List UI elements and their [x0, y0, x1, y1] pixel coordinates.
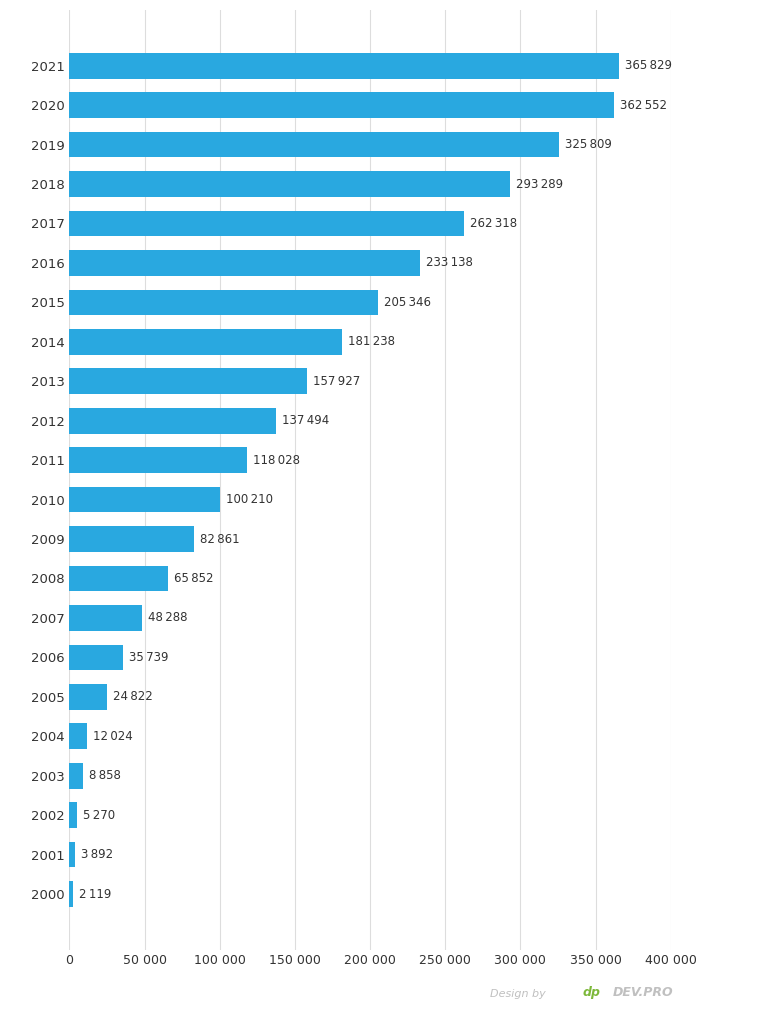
Bar — [69, 566, 168, 591]
Bar — [69, 369, 307, 394]
Text: 35 739: 35 739 — [129, 650, 169, 664]
Bar — [69, 724, 87, 749]
Text: 12 024: 12 024 — [93, 730, 133, 742]
Text: 325 809: 325 809 — [565, 138, 612, 151]
Bar — [69, 605, 142, 631]
Bar — [69, 132, 559, 157]
Bar — [69, 763, 82, 788]
Text: dp: dp — [582, 985, 600, 999]
Bar — [69, 881, 72, 907]
Bar — [69, 172, 510, 197]
Bar — [69, 250, 420, 276]
Text: 8 858: 8 858 — [89, 769, 120, 782]
Bar — [69, 803, 77, 828]
Text: 3 892: 3 892 — [81, 848, 113, 861]
Text: 48 288: 48 288 — [148, 612, 187, 625]
Text: DEV.PRO: DEV.PRO — [613, 985, 674, 999]
Text: 24 822: 24 822 — [113, 690, 153, 703]
Text: 137 494: 137 494 — [282, 415, 329, 427]
Text: Design by: Design by — [490, 988, 545, 999]
Bar — [69, 841, 76, 868]
Text: 233 138: 233 138 — [426, 256, 473, 270]
Text: 362 552: 362 552 — [621, 99, 668, 111]
Text: 5 270: 5 270 — [83, 809, 116, 822]
Bar — [69, 644, 123, 670]
Text: 293 289: 293 289 — [517, 178, 564, 191]
Text: 65 852: 65 852 — [174, 572, 214, 585]
Bar — [69, 92, 614, 118]
Text: 181 238: 181 238 — [348, 335, 395, 348]
Text: 157 927: 157 927 — [313, 375, 360, 388]
Text: 2 119: 2 119 — [79, 887, 111, 901]
Text: 205 346: 205 346 — [384, 296, 431, 309]
Bar — [69, 53, 619, 79]
Text: 118 028: 118 028 — [253, 453, 300, 467]
Text: 82 861: 82 861 — [200, 533, 240, 545]
Bar — [69, 407, 276, 434]
Text: 365 829: 365 829 — [625, 59, 672, 72]
Bar — [69, 684, 106, 710]
Text: 100 210: 100 210 — [226, 493, 273, 506]
Bar — [69, 290, 378, 315]
Bar — [69, 329, 342, 354]
Bar — [69, 210, 464, 236]
Text: 262 318: 262 318 — [470, 217, 517, 230]
Bar — [69, 447, 247, 473]
Bar — [69, 526, 194, 552]
Bar — [69, 487, 220, 513]
